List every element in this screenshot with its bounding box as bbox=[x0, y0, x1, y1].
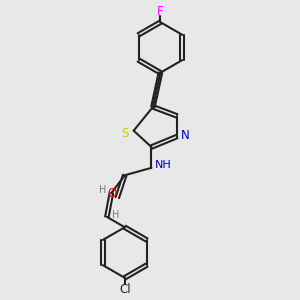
Text: H: H bbox=[112, 210, 119, 220]
Text: H: H bbox=[99, 185, 106, 195]
Text: Cl: Cl bbox=[119, 283, 130, 296]
Text: O: O bbox=[107, 188, 117, 200]
Text: S: S bbox=[122, 127, 129, 140]
Text: N: N bbox=[181, 129, 189, 142]
Text: NH: NH bbox=[154, 160, 171, 170]
Text: F: F bbox=[157, 5, 164, 18]
